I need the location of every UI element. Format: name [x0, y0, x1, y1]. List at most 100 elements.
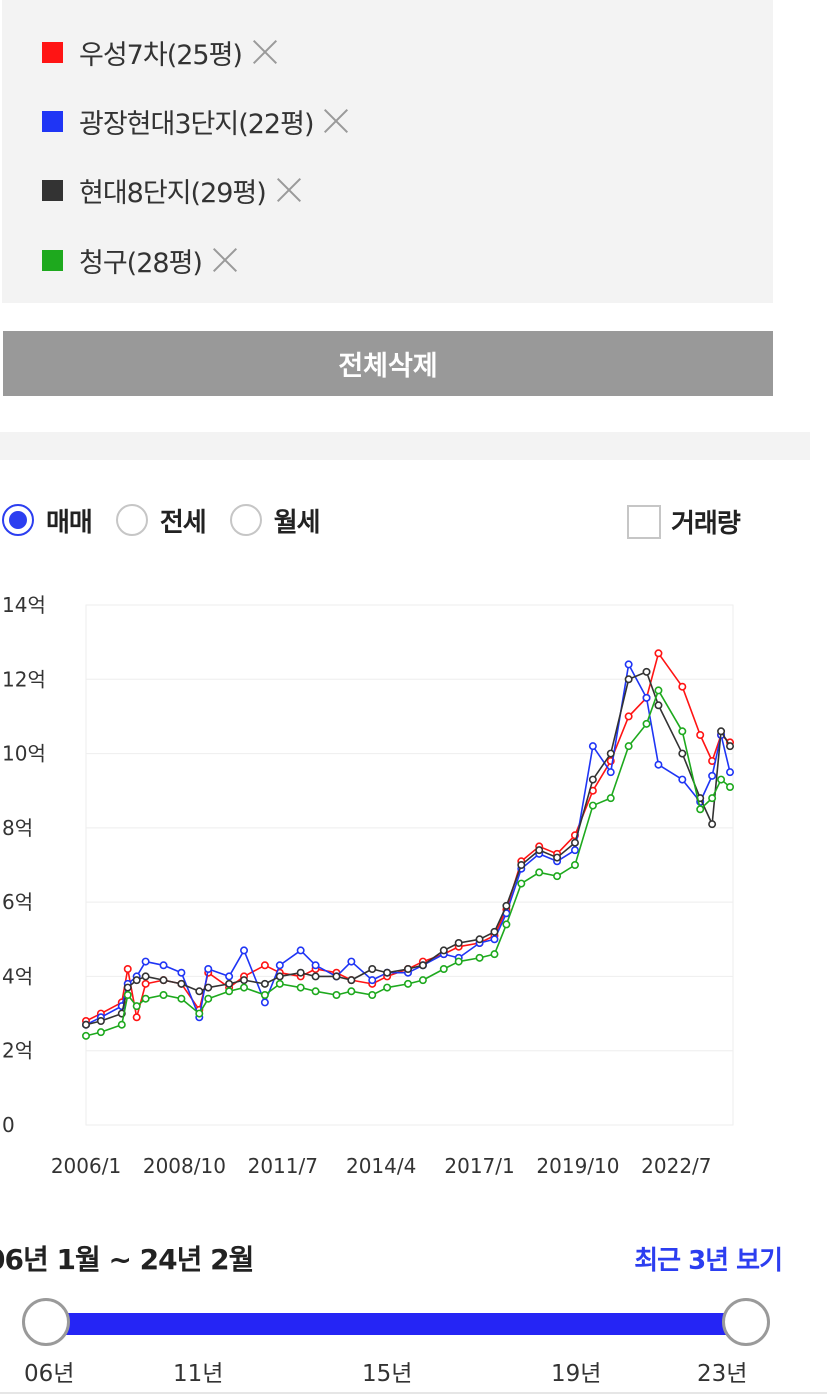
series-point-2: [177, 968, 186, 977]
radio-jeonse[interactable]: 전세: [115, 502, 207, 539]
series-point-4: [347, 987, 356, 996]
series-point-3: [404, 964, 413, 973]
series-point-2: [260, 998, 269, 1007]
compare-item-1: 우성7차(25평): [42, 32, 280, 72]
x-tick-label: 2011/7: [248, 1154, 318, 1178]
series-point-3: [570, 838, 579, 847]
series-point-3: [159, 976, 168, 985]
series-point-4: [454, 957, 463, 966]
series-point-4: [404, 979, 413, 988]
compare-list: 우성7차(25평) 광장현대3단지(22평) 현대8단지(29평) 청구(28평…: [2, 0, 773, 303]
series-point-4: [553, 872, 562, 881]
period-slider-start-handle[interactable]: [22, 1298, 70, 1346]
series-point-4: [535, 868, 544, 877]
series-point-4: [502, 920, 511, 929]
series-point-2: [678, 775, 687, 784]
series-point-3: [708, 820, 717, 829]
volume-checkbox[interactable]: 거래량: [627, 503, 741, 540]
x-tick-label: 2006/1: [51, 1154, 121, 1178]
compare-item-2: 광장현대3단지(22평): [42, 101, 351, 141]
close-x-icon[interactable]: [250, 37, 280, 67]
series-point-3: [654, 701, 663, 710]
series-point-3: [296, 968, 305, 977]
series-point-3: [588, 775, 597, 784]
x-tick-label: 2008/10: [143, 1154, 226, 1178]
series-point-2: [225, 972, 234, 981]
radio-indicator[interactable]: [229, 504, 262, 536]
radio-sale[interactable]: 매매: [2, 502, 93, 539]
volume-checkbox-label: 거래량: [671, 509, 741, 539]
series-color-swatch: [42, 110, 63, 132]
y-tick-label: 8억: [2, 816, 33, 840]
series-point-4: [368, 990, 377, 999]
series-point-4: [678, 727, 687, 736]
series-point-4: [240, 983, 249, 992]
series-point-3: [439, 946, 448, 955]
series-point-2: [368, 976, 377, 985]
period-range-text: 06년 1월 ~ 24년 2월: [0, 1243, 254, 1276]
series-point-3: [553, 853, 562, 862]
series-point-3: [177, 979, 186, 988]
series-point-4: [418, 976, 427, 985]
radio-indicator[interactable]: [2, 504, 34, 536]
series-point-2: [240, 946, 249, 955]
compare-item-label: 현대8단지(29평): [79, 177, 267, 209]
y-tick-label: 14억: [2, 593, 46, 617]
series-point-4: [177, 994, 186, 1003]
series-point-3: [624, 675, 633, 684]
period-slider-end-handle[interactable]: [722, 1298, 770, 1346]
series-point-3: [475, 935, 484, 944]
compare-item-label: 광장현대3단지(22평): [79, 108, 314, 140]
series-point-3: [368, 964, 377, 973]
series-point-1: [696, 731, 705, 740]
x-tick-label: 2017/1: [444, 1154, 514, 1178]
period-slider-labels: 06년 11년 15년 19년 23년: [0, 1354, 827, 1387]
y-tick-label: 10억: [2, 742, 46, 766]
period-slider-track[interactable]: [34, 1313, 746, 1335]
series-point-2: [606, 768, 615, 777]
series-point-4: [642, 719, 651, 728]
series-point-4: [311, 987, 320, 996]
slider-tick-label: 06년: [24, 1361, 75, 1387]
bottom-divider: [0, 1392, 827, 1394]
price-line-chart: 0 2억 4억 6억 8억 10억 12억 14억 2006/1 2008/10 2011/7 201…: [2, 593, 735, 1178]
series-color-swatch: [42, 249, 63, 271]
series-point-3: [383, 968, 392, 977]
series-point-4: [260, 990, 269, 999]
series-point-2: [275, 961, 284, 970]
series-point-4: [159, 990, 168, 999]
series-point-3: [454, 938, 463, 947]
series-point-3: [606, 749, 615, 758]
series-point-4: [195, 1009, 204, 1018]
series-point-3: [717, 727, 726, 736]
series-point-4: [490, 950, 499, 959]
checkbox-box[interactable]: [627, 504, 661, 539]
close-x-icon[interactable]: [321, 106, 351, 136]
series-point-2: [490, 935, 499, 944]
recent-3-years-link[interactable]: 최근 3년 보기: [634, 1246, 783, 1276]
y-tick-label: 4억: [2, 964, 33, 988]
delete-all-button[interactable]: 전체삭제: [3, 331, 773, 396]
series-point-2: [347, 957, 356, 966]
close-x-icon[interactable]: [210, 245, 240, 275]
slider-tick-label: 15년: [362, 1361, 413, 1387]
series-point-2: [204, 964, 213, 973]
series-point-2: [159, 961, 168, 970]
series-point-1: [132, 1013, 141, 1022]
radio-indicator[interactable]: [115, 504, 148, 536]
series-point-4: [717, 775, 726, 784]
series-point-3: [642, 667, 651, 676]
series-point-2: [624, 660, 633, 669]
series-point-3: [311, 972, 320, 981]
series-point-4: [225, 987, 234, 996]
series-point-2: [588, 742, 597, 751]
series-point-3: [141, 972, 150, 981]
series-point-4: [332, 990, 341, 999]
series-point-2: [654, 760, 663, 769]
radio-monthly-rent[interactable]: 월세: [229, 502, 321, 539]
y-tick-label: 2억: [2, 1039, 33, 1063]
x-tick-label: 2022/7: [641, 1154, 711, 1178]
series-point-4: [475, 953, 484, 962]
close-x-icon[interactable]: [274, 175, 304, 205]
series-point-3: [332, 972, 341, 981]
